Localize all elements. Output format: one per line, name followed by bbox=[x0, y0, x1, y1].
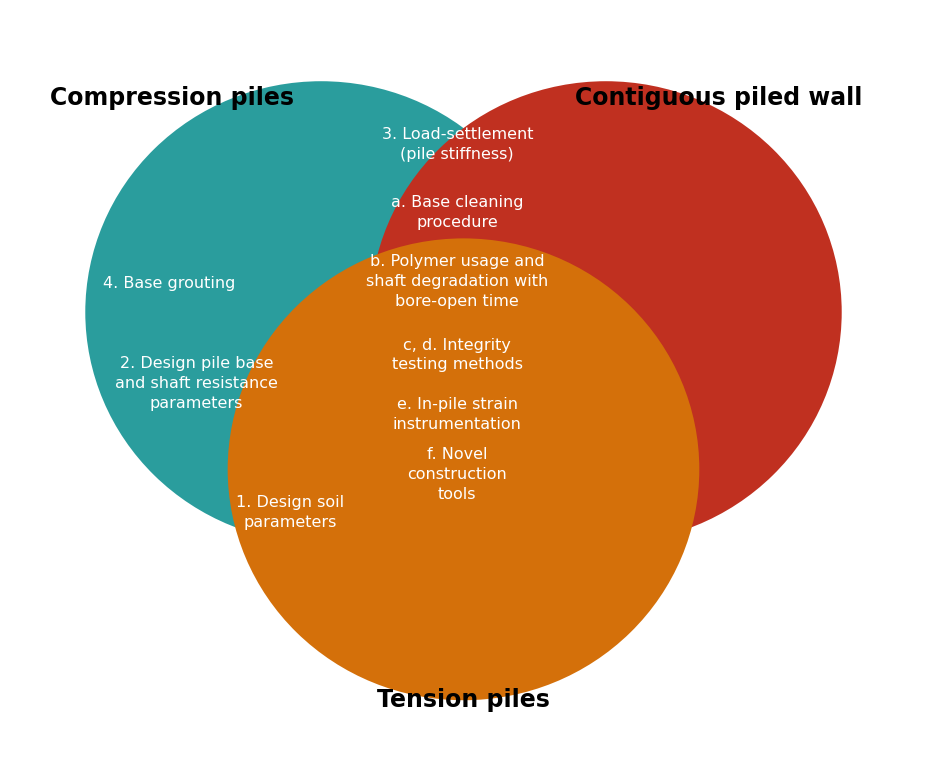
Text: 1. Design soil
parameters: 1. Design soil parameters bbox=[235, 495, 344, 530]
Text: 4. Base grouting: 4. Base grouting bbox=[103, 276, 235, 291]
Text: Compression piles: Compression piles bbox=[50, 86, 294, 109]
Text: b. Polymer usage and
shaft degradation with
bore-open time: b. Polymer usage and shaft degradation w… bbox=[366, 254, 549, 309]
Text: f. Novel
construction
tools: f. Novel construction tools bbox=[407, 447, 507, 502]
Text: 2. Design pile base
and shaft resistance
parameters: 2. Design pile base and shaft resistance… bbox=[115, 356, 278, 411]
Text: c, d. Integrity
testing methods: c, d. Integrity testing methods bbox=[392, 337, 523, 372]
Text: Contiguous piled wall: Contiguous piled wall bbox=[575, 86, 862, 109]
Ellipse shape bbox=[228, 239, 699, 700]
Ellipse shape bbox=[85, 81, 557, 543]
Text: Tension piles: Tension piles bbox=[377, 688, 550, 712]
Ellipse shape bbox=[370, 81, 842, 543]
Text: a. Base cleaning
procedure: a. Base cleaning procedure bbox=[391, 195, 524, 230]
Text: 3. Load-settlement
(pile stiffness): 3. Load-settlement (pile stiffness) bbox=[382, 127, 533, 162]
Text: e. In-pile strain
instrumentation: e. In-pile strain instrumentation bbox=[393, 397, 522, 432]
